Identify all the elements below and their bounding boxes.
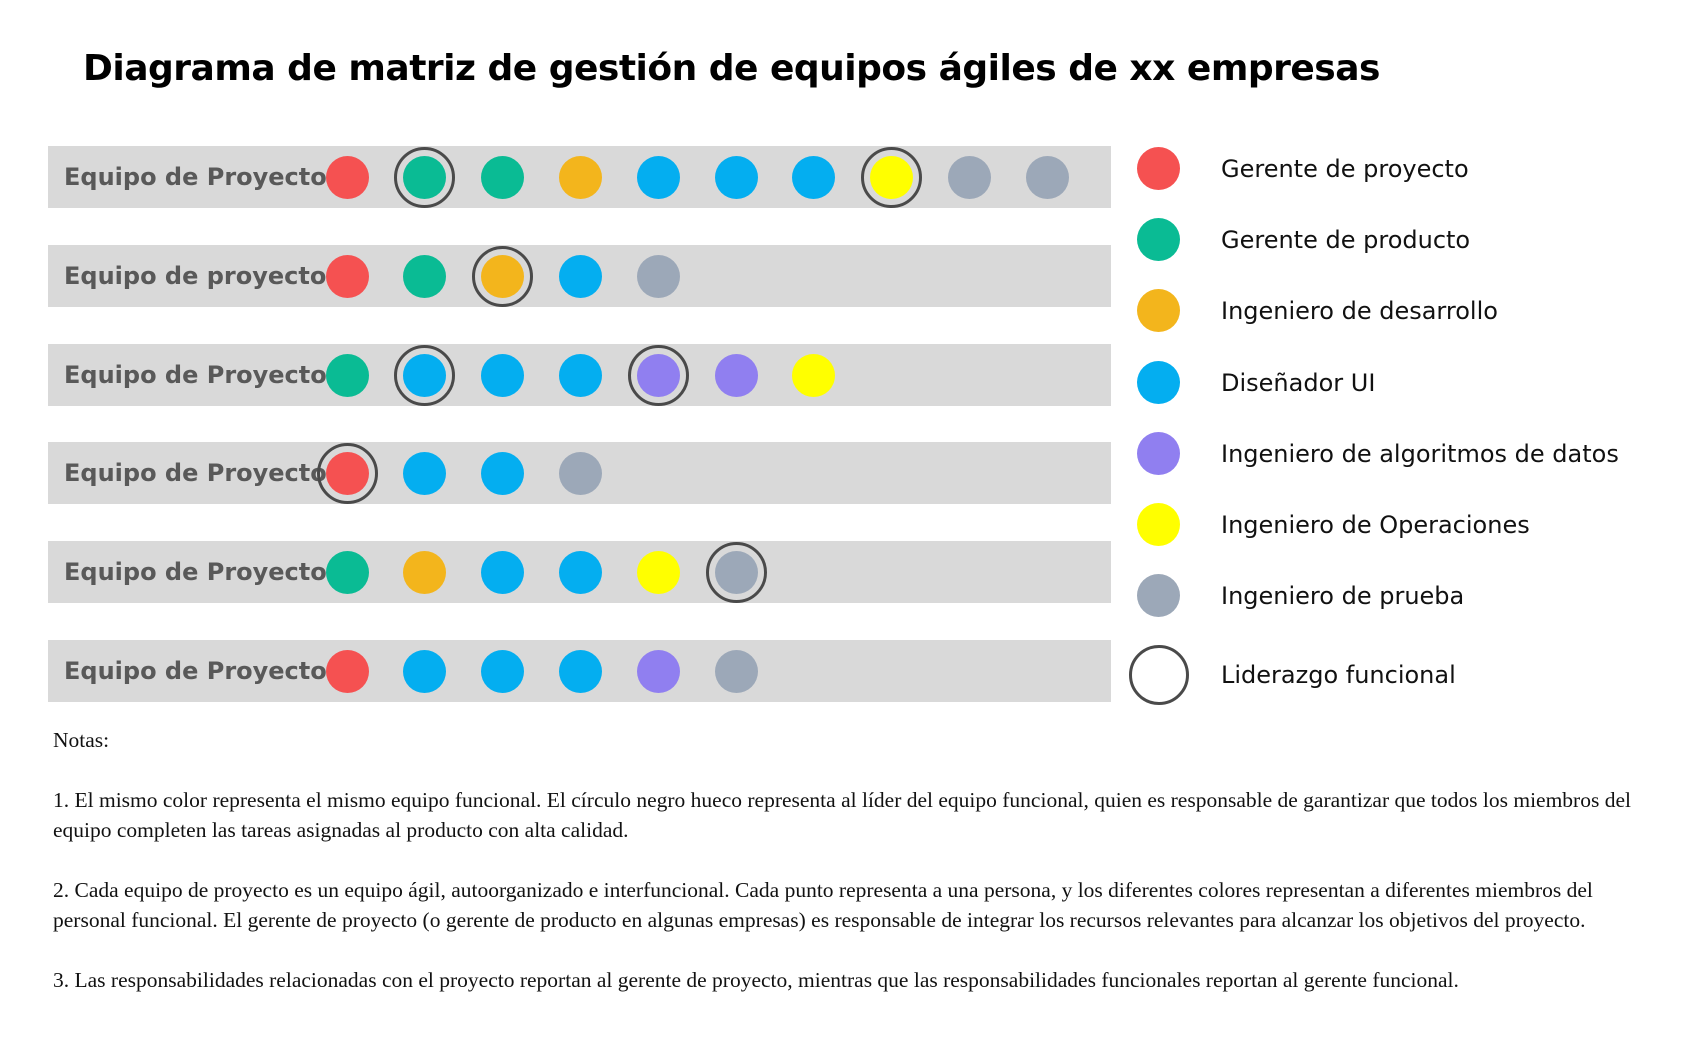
- notes-section: Notas: 1. El mismo color representa el m…: [53, 725, 1653, 1025]
- member-dot-ui: [403, 353, 447, 397]
- member-dot-pm: [325, 254, 369, 298]
- team-row: Equipo de Proyecto 3: [48, 344, 1111, 406]
- member-dot-prod: [403, 155, 447, 199]
- team-label: Equipo de Proyecto 6: [64, 657, 352, 685]
- member-dot-algo: [714, 353, 758, 397]
- member-dot-algo: [636, 649, 680, 693]
- member-dot-ui: [481, 451, 525, 495]
- legend-label: Ingeniero de algoritmos de datos: [1221, 440, 1619, 468]
- member-dot-ui: [558, 353, 602, 397]
- legend-swatch: [1137, 574, 1180, 617]
- legend-item-algo: Ingeniero de algoritmos de datos: [1135, 429, 1675, 479]
- member-dot-ui: [481, 353, 525, 397]
- team-label: Equipo de Proyecto 3: [64, 361, 352, 389]
- leader-ring: [861, 146, 923, 208]
- member-dot-pm: [325, 451, 369, 495]
- member-dot-prod: [481, 155, 525, 199]
- member-dot-dev: [403, 550, 447, 594]
- member-dot-ui: [481, 550, 525, 594]
- diagram-title: Diagrama de matriz de gestión de equipos…: [83, 48, 1380, 89]
- legend-swatch: [1137, 147, 1180, 190]
- member-dot-test: [636, 254, 680, 298]
- legend-item-leader: Liderazgo funcional: [1129, 645, 1675, 705]
- legend-label: Gerente de proyecto: [1221, 155, 1469, 183]
- member-dot-algo: [636, 353, 680, 397]
- leader-ring: [394, 344, 456, 406]
- note-item-2: 2. Cada equipo de proyecto es un equipo …: [53, 878, 1593, 932]
- team-label: Equipo de proyecto 2: [64, 262, 352, 290]
- team-label: Equipo de Proyecto 5: [64, 558, 352, 586]
- note-item-3: 3. Las responsabilidades relacionadas co…: [53, 968, 1459, 992]
- member-dot-test: [714, 550, 758, 594]
- member-dot-test: [558, 451, 602, 495]
- legend-swatch: [1137, 218, 1180, 261]
- legend-item-test: Ingeniero de prueba: [1135, 571, 1675, 621]
- team-row: Equipo de Proyecto 1: [48, 146, 1111, 208]
- team-label: Equipo de Proyectos 4: [64, 459, 367, 487]
- team-row: Equipo de Proyecto 6: [48, 640, 1111, 702]
- legend-label: Ingeniero de prueba: [1221, 582, 1465, 610]
- legend-item-ui: Diseñador UI: [1135, 358, 1675, 408]
- member-dot-prod: [325, 353, 369, 397]
- member-dot-pm: [325, 155, 369, 199]
- member-dot-prod: [403, 254, 447, 298]
- member-dot-dev: [481, 254, 525, 298]
- legend-item-pm: Gerente de proyecto: [1135, 144, 1675, 194]
- member-dot-ui: [481, 649, 525, 693]
- legend-swatch: [1137, 503, 1180, 546]
- team-label: Equipo de Proyecto 1: [64, 163, 352, 191]
- member-dot-test: [947, 155, 991, 199]
- leader-ring: [316, 442, 378, 504]
- legend-swatch: [1137, 361, 1180, 404]
- leader-ring: [394, 146, 456, 208]
- member-dot-ops: [870, 155, 914, 199]
- member-dot-pm: [325, 649, 369, 693]
- member-dot-ui: [403, 649, 447, 693]
- legend-item-ops: Ingeniero de Operaciones: [1135, 500, 1675, 550]
- member-dot-ui: [558, 649, 602, 693]
- legend-item-dev: Ingeniero de desarrollo: [1135, 286, 1675, 336]
- leader-ring: [627, 344, 689, 406]
- member-dot-ops: [636, 550, 680, 594]
- legend-label: Ingeniero de desarrollo: [1221, 297, 1498, 325]
- member-dot-ui: [403, 451, 447, 495]
- legend-item-prod: Gerente de producto: [1135, 215, 1675, 265]
- team-row: Equipo de Proyecto 5: [48, 541, 1111, 603]
- member-dot-ui: [558, 550, 602, 594]
- note-item-1: 1. El mismo color representa el mismo eq…: [53, 788, 1631, 842]
- legend-label: Gerente de producto: [1221, 226, 1471, 254]
- member-dot-test: [1025, 155, 1069, 199]
- legend-label: Diseñador UI: [1221, 369, 1376, 397]
- leader-ring: [472, 245, 534, 307]
- member-dot-ops: [792, 353, 836, 397]
- member-dot-test: [714, 649, 758, 693]
- leader-ring: [705, 541, 767, 603]
- member-dot-ui: [792, 155, 836, 199]
- team-row: Equipo de proyecto 2: [48, 245, 1111, 307]
- member-dot-dev: [558, 155, 602, 199]
- legend-swatch: [1137, 289, 1180, 332]
- notes-heading: Notas:: [53, 728, 110, 752]
- member-dot-ui: [558, 254, 602, 298]
- leader-ring-swatch: [1129, 645, 1189, 705]
- member-dot-ui: [636, 155, 680, 199]
- legend-label: Liderazgo funcional: [1221, 661, 1456, 689]
- legend-label: Ingeniero de Operaciones: [1221, 511, 1530, 539]
- member-dot-ui: [714, 155, 758, 199]
- member-dot-prod: [325, 550, 369, 594]
- team-row: Equipo de Proyectos 4: [48, 442, 1111, 504]
- legend-swatch: [1137, 432, 1180, 475]
